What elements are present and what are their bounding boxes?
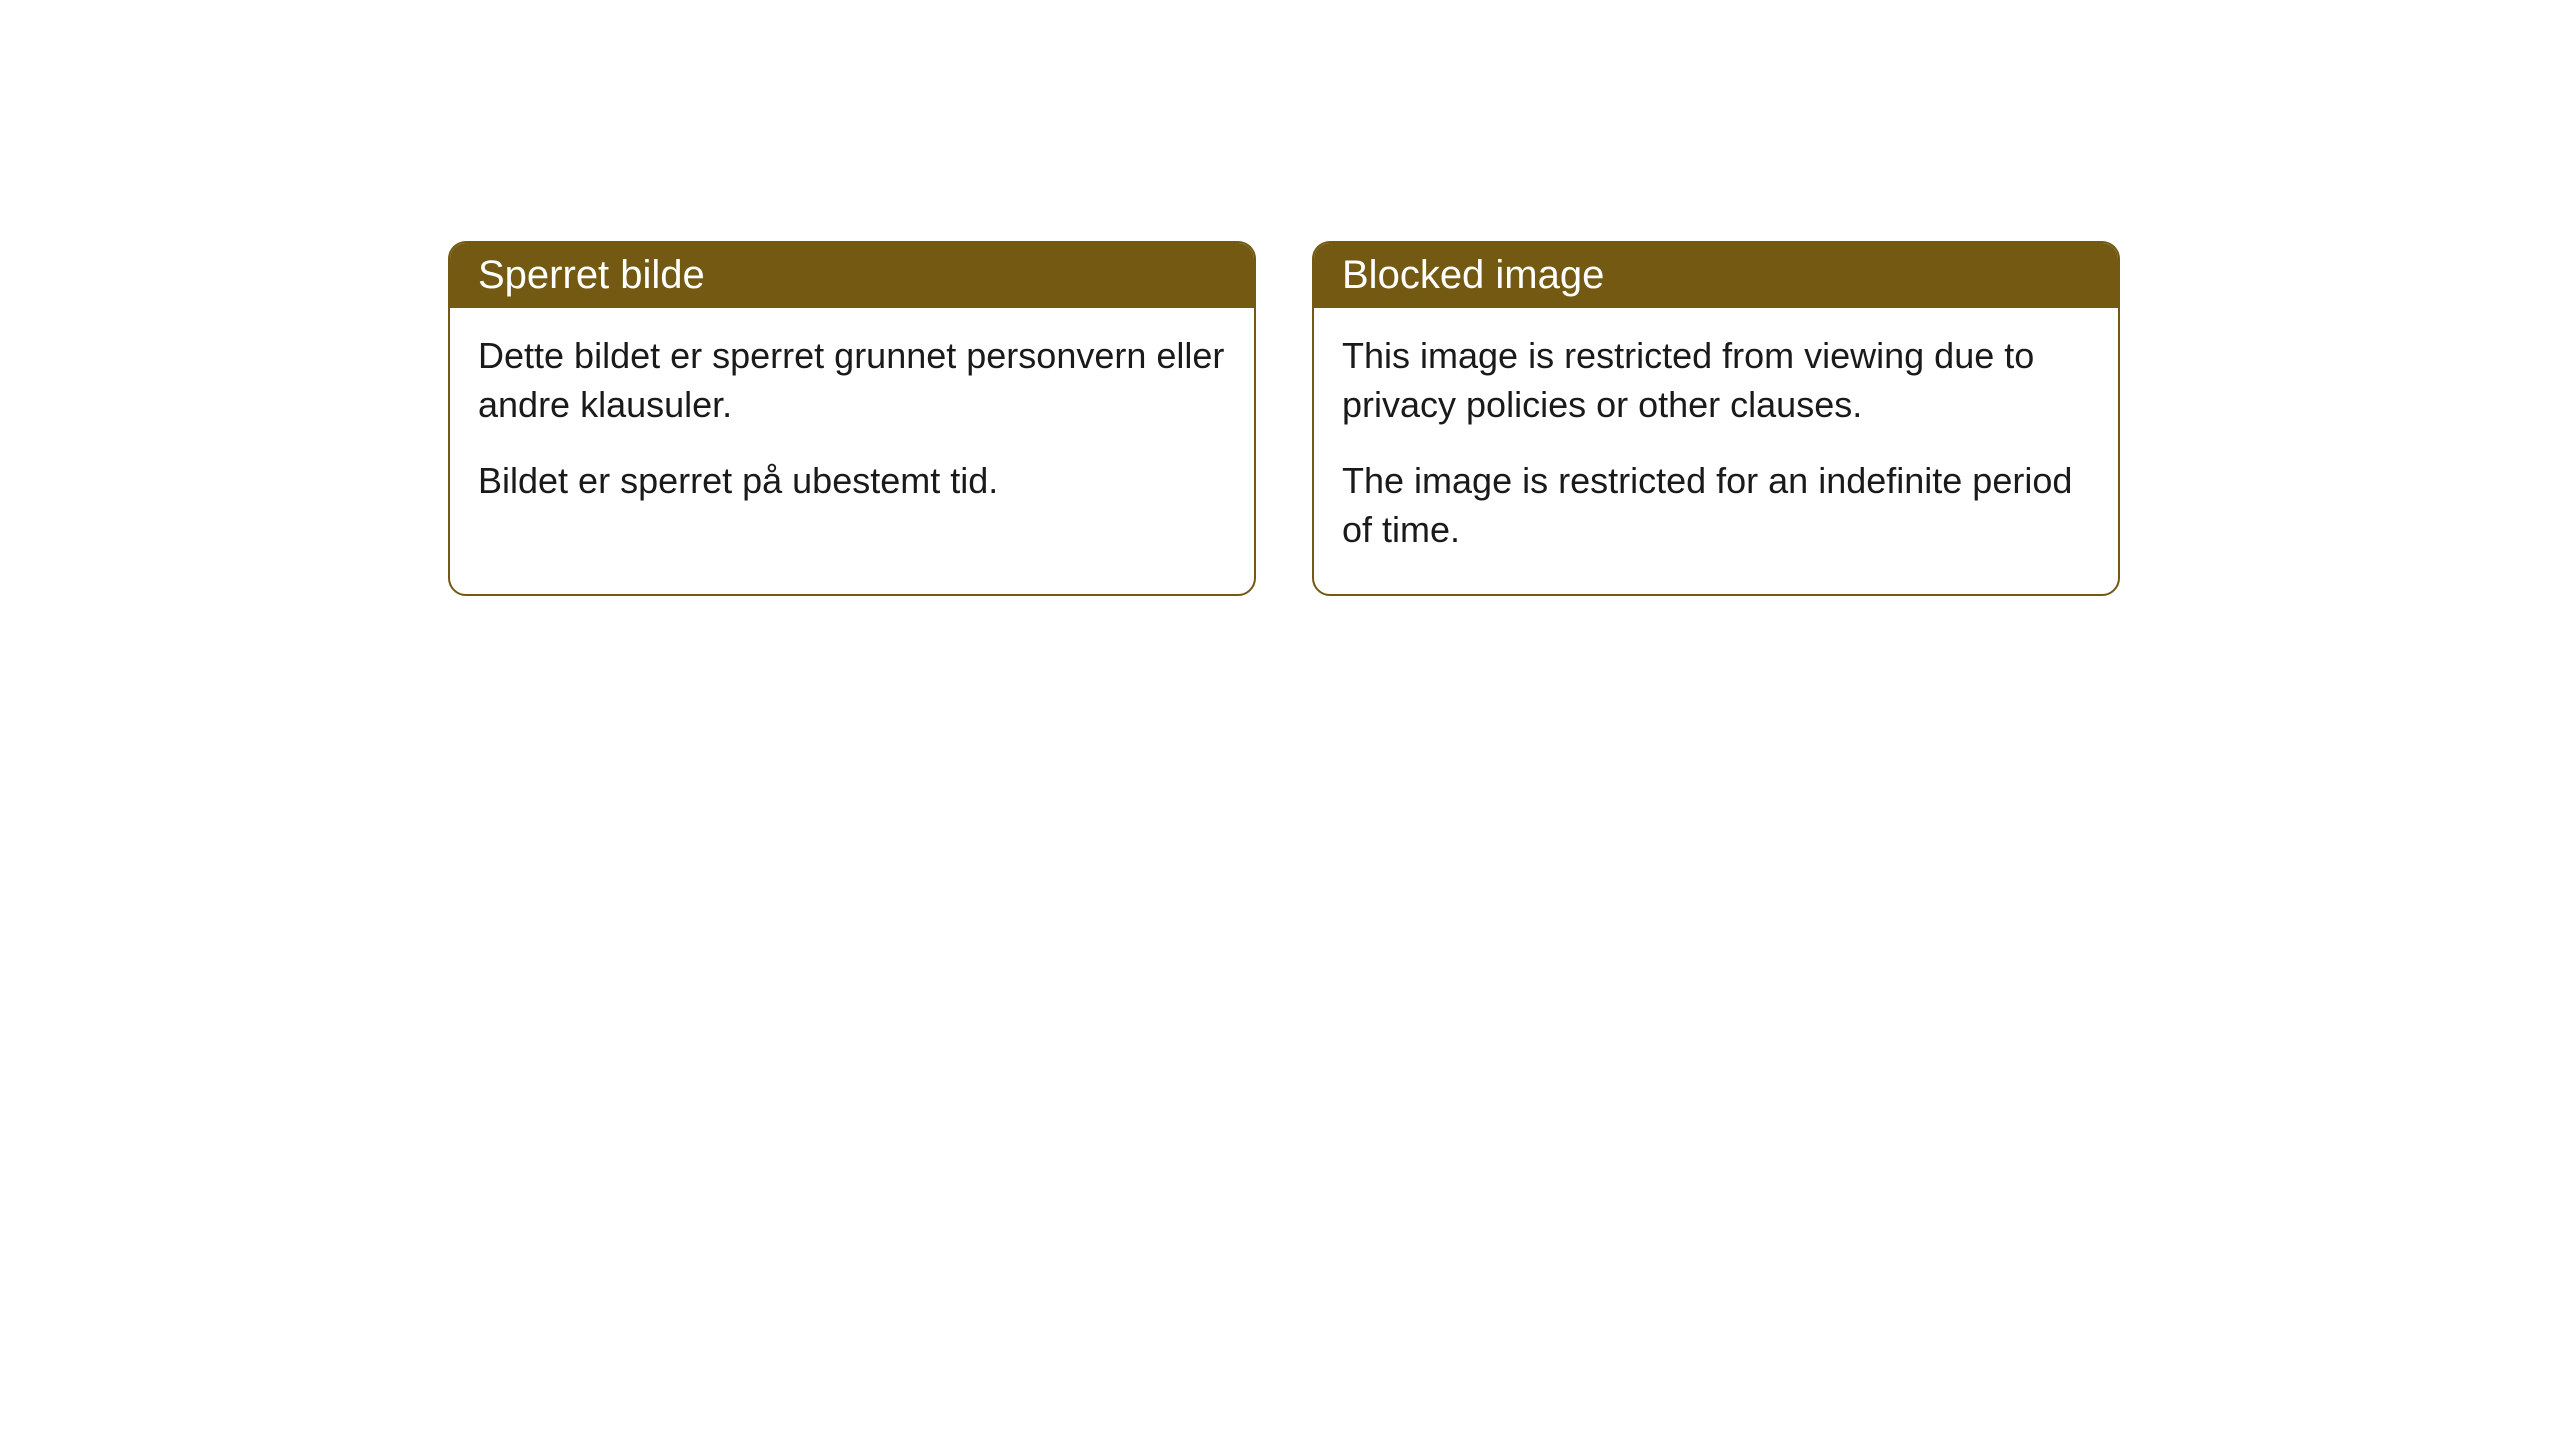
blocked-image-card-english: Blocked image This image is restricted f… bbox=[1312, 241, 2120, 596]
card-paragraph-1-norwegian: Dette bildet er sperret grunnet personve… bbox=[478, 332, 1226, 429]
card-header-english: Blocked image bbox=[1314, 243, 2118, 308]
card-body-english: This image is restricted from viewing du… bbox=[1314, 308, 2118, 594]
card-header-norwegian: Sperret bilde bbox=[450, 243, 1254, 308]
card-title-norwegian: Sperret bilde bbox=[478, 253, 705, 297]
blocked-image-card-norwegian: Sperret bilde Dette bildet er sperret gr… bbox=[448, 241, 1256, 596]
card-paragraph-2-norwegian: Bildet er sperret på ubestemt tid. bbox=[478, 457, 1226, 506]
card-paragraph-1-english: This image is restricted from viewing du… bbox=[1342, 332, 2090, 429]
card-body-norwegian: Dette bildet er sperret grunnet personve… bbox=[450, 308, 1254, 546]
card-paragraph-2-english: The image is restricted for an indefinit… bbox=[1342, 457, 2090, 554]
card-title-english: Blocked image bbox=[1342, 253, 1604, 297]
notice-cards-container: Sperret bilde Dette bildet er sperret gr… bbox=[448, 241, 2120, 596]
